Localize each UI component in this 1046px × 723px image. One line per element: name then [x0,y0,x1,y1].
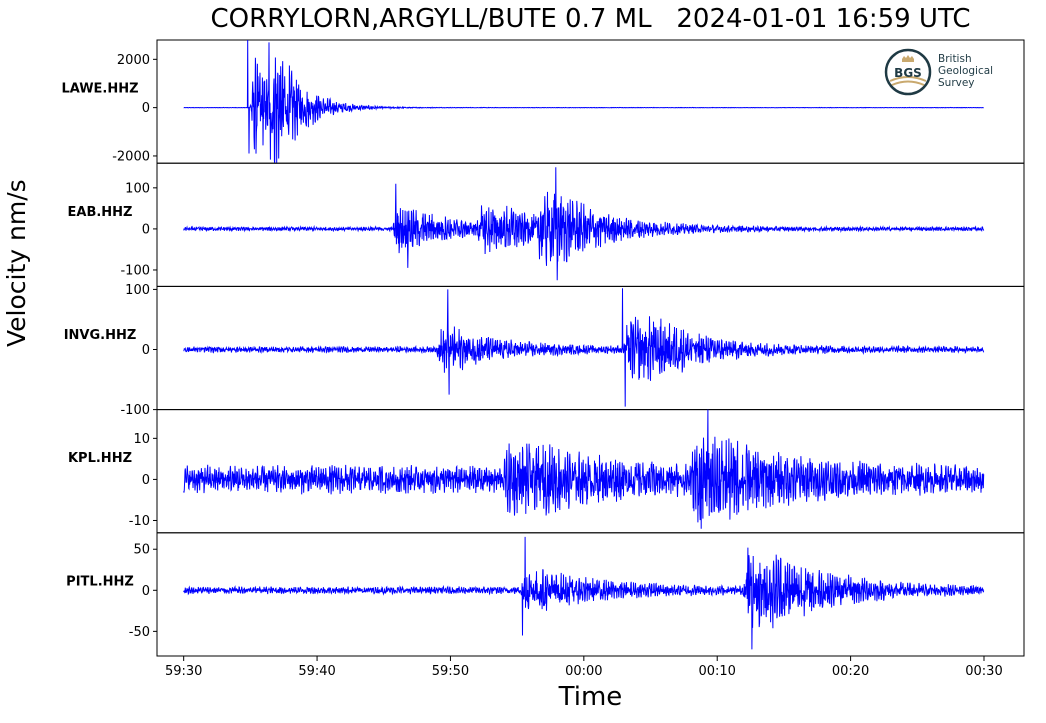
logo-text: British Geological Survey [938,53,993,89]
waveform-kpl-hhz [183,409,985,529]
waveform-lawe-hhz [183,39,984,164]
ytick-label-kpl-hhz-2: -10 [129,514,150,529]
ytick-label-invg-hhz-2: -100 [120,403,150,418]
station-label-invg-hhz: INVG.HHZ [64,328,137,343]
bgs-emblem-icon: BGS [884,48,932,96]
ytick-label-lawe-hhz-2: -2000 [112,149,150,164]
chart-title: CORRYLORN,ARGYLL/BUTE 0.7 ML 2024-01-01 … [210,4,971,34]
ytick-label-pitl-hhz-2: -50 [129,625,150,640]
xtick-label-6: 00:30 [965,664,1002,679]
ytick-label-lawe-hhz-0: 2000 [117,53,150,68]
x-axis-label: Time [558,682,623,712]
ytick-label-invg-hhz-0: 100 [125,283,150,298]
logo-line-3: Survey [938,77,975,89]
ytick-label-eab-hhz-1: 0 [142,222,150,237]
station-label-pitl-hhz: PITL.HHZ [66,574,134,589]
ytick-label-invg-hhz-1: 0 [142,343,150,358]
panel-frame-pitl-hhz [156,532,1025,657]
logo-line-2: Geological [938,65,994,77]
xtick-label-0: 59:30 [165,664,202,679]
logo-line-1: British [938,53,972,65]
station-label-kpl-hhz: KPL.HHZ [68,451,132,466]
xtick-label-2: 59:50 [432,664,469,679]
xtick-label-3: 00:00 [565,664,602,679]
xtick-label-5: 00:20 [832,664,869,679]
ytick-label-pitl-hhz-1: 0 [142,584,150,599]
xtick-label-4: 00:10 [698,664,735,679]
waveform-invg-hhz [183,288,985,407]
bgs-logo: BGS British Geological Survey [884,47,1009,99]
ytick-label-lawe-hhz-1: 0 [142,101,150,116]
station-label-lawe-hhz: LAWE.HHZ [61,82,138,97]
ytick-label-eab-hhz-2: -100 [120,263,150,278]
ytick-label-pitl-hhz-0: 50 [133,543,150,558]
station-label-eab-hhz: EAB.HHZ [68,205,133,220]
waveform-pitl-hhz [183,536,985,650]
ytick-label-kpl-hhz-1: 0 [142,473,150,488]
waveform-eab-hhz [183,167,985,281]
ytick-label-eab-hhz-0: 100 [125,181,150,196]
xtick-label-1: 59:40 [298,664,335,679]
ytick-label-kpl-hhz-0: 10 [133,432,150,447]
logo-badge: BGS [894,66,922,80]
